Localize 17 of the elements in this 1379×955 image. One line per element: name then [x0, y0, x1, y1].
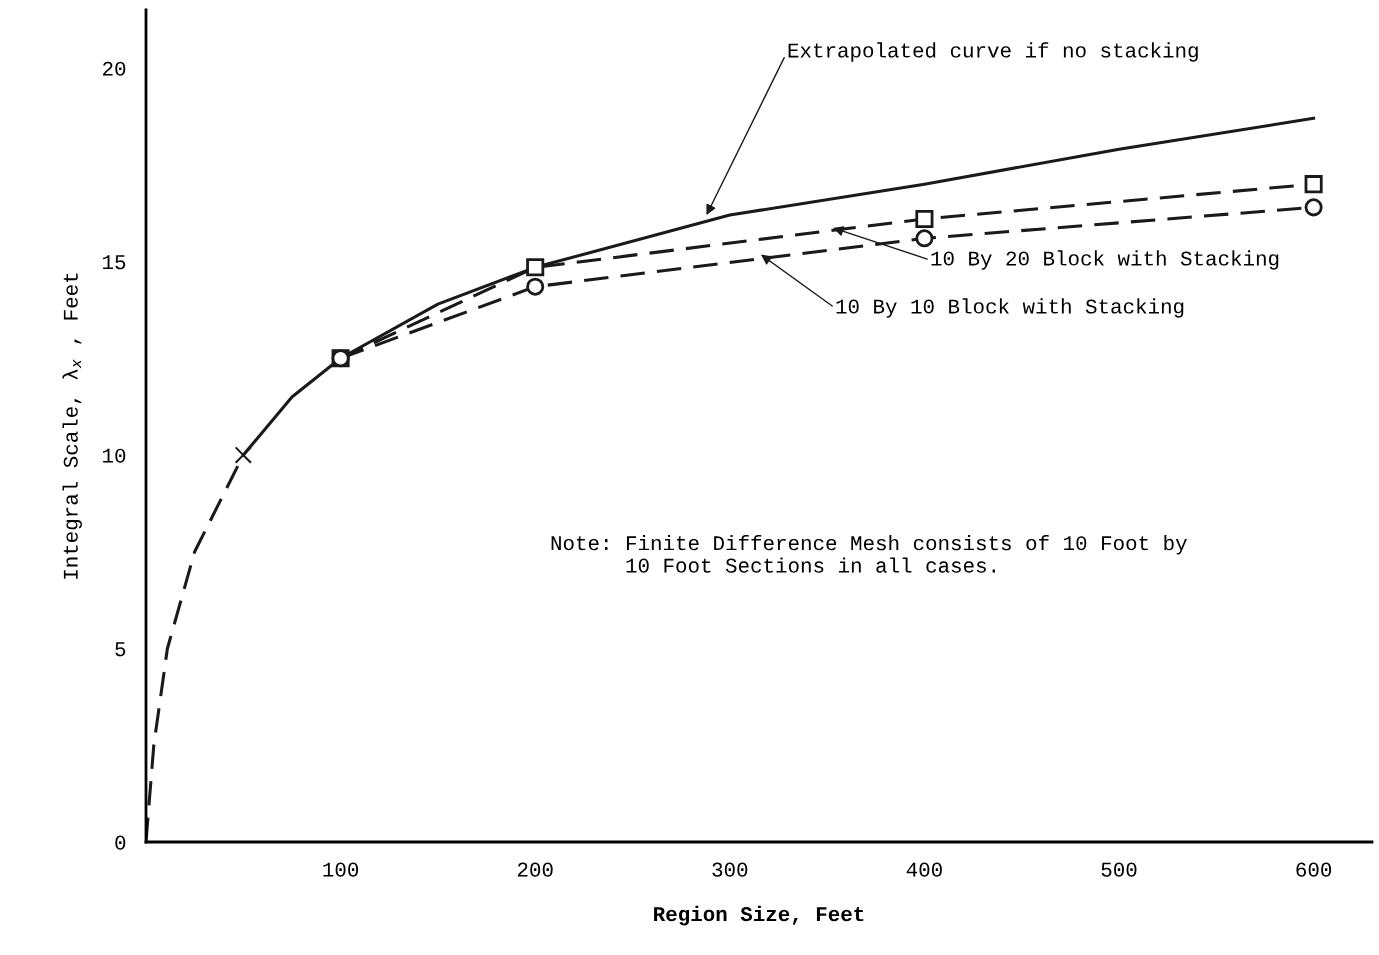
y-tick-label: 15 — [103, 255, 126, 270]
x-tick-label: 100 — [323, 862, 359, 877]
annotation: Note: Finite Difference Mesh consists of 10 Foot by 10 Foot Sections in all cases. — [551, 535, 1187, 573]
x-tick-label: 400 — [906, 862, 942, 877]
x-tick-label: 500 — [1101, 862, 1137, 877]
x-tick-label: 200 — [517, 862, 553, 877]
y-tick-label: 20 — [103, 61, 126, 76]
x-axis-title: Region Size, Feet — [654, 905, 864, 926]
y-tick-label: 5 — [115, 642, 126, 657]
x-tick-label: 600 — [1296, 862, 1332, 877]
x-tick-label: 300 — [712, 862, 748, 877]
y-tick-label: 0 — [115, 835, 126, 850]
annotation: Extrapolated curve if no stacking — [788, 42, 1198, 62]
y-axis-title: Integral Scale, λ$_{x}$ , Feet — [62, 273, 82, 579]
annotation: 10 By 20 Block with Stacking — [931, 250, 1279, 270]
annotation: 10 By 10 Block with Stacking — [836, 298, 1184, 318]
y-tick-label: 10 — [103, 448, 126, 463]
